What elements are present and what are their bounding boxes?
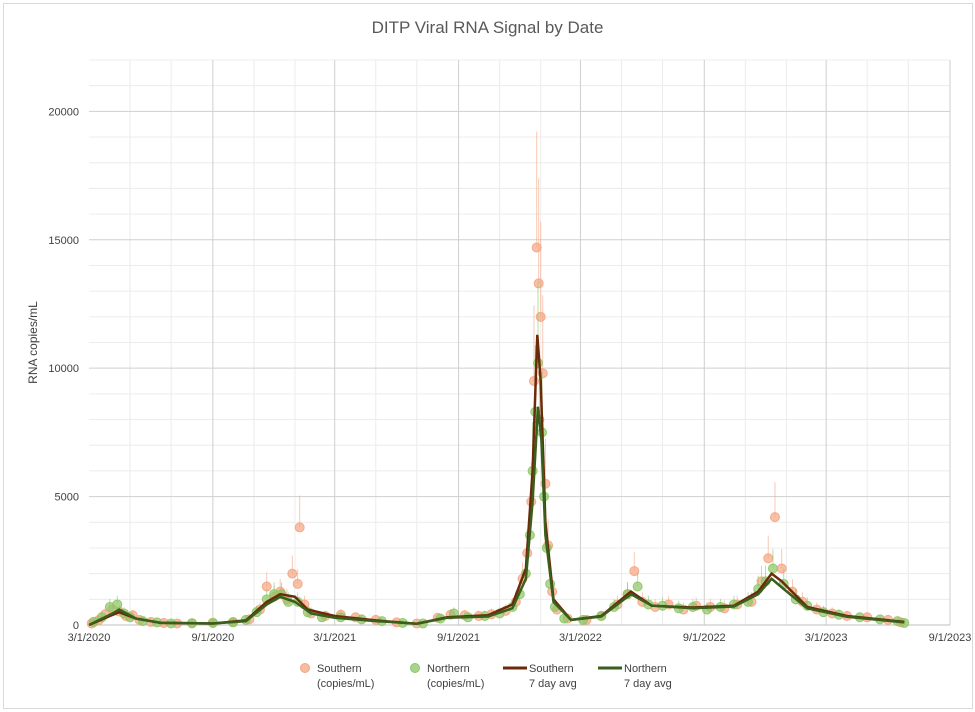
- legend-marker: [410, 663, 420, 673]
- data-point: [763, 553, 774, 564]
- legend-marker: [300, 663, 310, 673]
- series-group: [86, 131, 910, 629]
- y-axis-label: RNA copies/mL: [26, 301, 40, 384]
- x-tick-label: 3/1/2020: [68, 632, 111, 644]
- data-point: [776, 563, 787, 574]
- legend-label: (copies/mL): [317, 678, 374, 690]
- chart-frame: [3, 3, 973, 709]
- minor-gridlines: [89, 59, 950, 625]
- data-point: [769, 512, 780, 523]
- x-tick-label: 3/1/2021: [313, 632, 356, 644]
- x-tick-label: 3/1/2022: [559, 632, 602, 644]
- chart-title: DITP Viral RNA Signal by Date: [371, 18, 604, 37]
- legend-label: (copies/mL): [427, 678, 484, 690]
- series-line: [88, 334, 905, 627]
- legend-label: Southern: [529, 663, 574, 675]
- legend-label: Northern: [427, 663, 470, 675]
- legend-label: Northern: [624, 663, 667, 675]
- y-tick-label: 20000: [48, 106, 79, 118]
- data-point: [292, 578, 303, 589]
- data-point: [629, 566, 640, 577]
- series-3: [88, 406, 905, 627]
- legend-label: Southern: [317, 663, 362, 675]
- data-point: [112, 599, 123, 610]
- y-tick-labels: 0 5000 10000 15000 20000: [48, 106, 79, 632]
- y-tick-label: 5000: [55, 492, 79, 504]
- data-point: [528, 376, 539, 387]
- x-tick-label: 9/1/2020: [191, 632, 234, 644]
- x-tick-label: 9/1/2023: [929, 632, 972, 644]
- data-point: [767, 563, 778, 574]
- data-point: [632, 581, 643, 592]
- legend-label: 7 day avg: [529, 678, 577, 690]
- legend-label: 7 day avg: [624, 678, 672, 690]
- x-tick-label: 9/1/2021: [437, 632, 480, 644]
- series-1: [88, 281, 910, 629]
- series-0: [86, 131, 906, 629]
- x-tick-label: 3/1/2023: [805, 632, 848, 644]
- y-tick-label: 15000: [48, 235, 79, 247]
- y-tick-label: 10000: [48, 363, 79, 375]
- data-point: [294, 522, 305, 533]
- x-tick-label: 9/1/2022: [683, 632, 726, 644]
- major-gridlines: [89, 60, 951, 626]
- series-line: [88, 406, 905, 627]
- data-point: [287, 568, 298, 579]
- series-2: [88, 334, 905, 627]
- data-point: [533, 278, 544, 289]
- x-tick-labels: 3/1/2020 9/1/2020 3/1/2021 9/1/2021 3/1/2022…: [68, 632, 972, 644]
- legend: Southern (copies/mL) Northern (copies/mL) So…: [300, 663, 672, 690]
- data-point: [531, 242, 542, 253]
- y-tick-label: 0: [73, 620, 79, 632]
